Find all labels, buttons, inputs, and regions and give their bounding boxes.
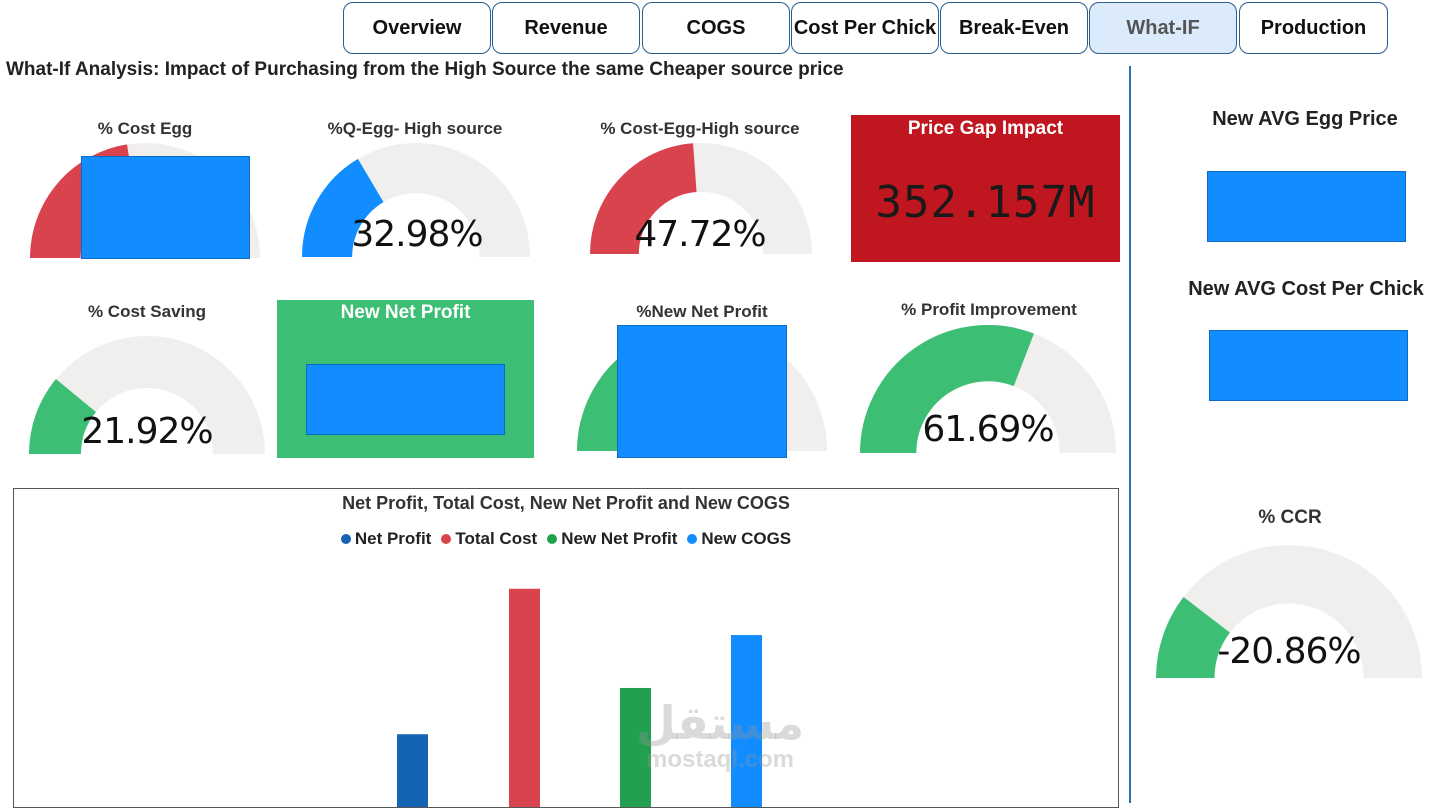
side-title-new-avg-cost-per-chick: New AVG Cost Per Chick xyxy=(1188,278,1424,300)
price-gap-title: Price Gap Impact xyxy=(907,118,1064,139)
price-gap-card: Price Gap Impact 352.157M xyxy=(851,115,1120,262)
legend-dot-total-cost xyxy=(441,534,452,544)
legend-label-new-net-profit: New Net Profit xyxy=(561,529,678,548)
legend-dot-net-profit xyxy=(340,534,351,544)
side-title-new-avg-egg-price: New AVG Egg Price xyxy=(1212,108,1398,130)
gauge-title-cost-saving: % Cost Saving xyxy=(87,302,207,321)
gauge-q-egg-high xyxy=(302,143,530,257)
bar-new-net-profit xyxy=(620,687,651,807)
gauge-title-profit-improvement: % Profit Improvement xyxy=(901,300,1077,319)
legend-label-total-cost: Total Cost xyxy=(455,529,538,548)
tab-cogs[interactable]: COGS xyxy=(642,2,790,54)
legend-dot-new-cogs xyxy=(687,534,698,544)
gauge-title-ccr: % CCR xyxy=(1258,507,1322,528)
watermark-arabic: مستقل xyxy=(635,697,805,749)
tab-revenue[interactable]: Revenue xyxy=(492,2,640,54)
vertical-divider xyxy=(1129,66,1131,803)
gauge-value-cost-saving: 21.92% xyxy=(81,411,213,452)
blue-placeholder-new-net-profit xyxy=(306,364,505,435)
combo-chart: Net Profit, Total Cost, New Net Profit a… xyxy=(13,488,1119,808)
gauge-fill xyxy=(590,143,698,254)
bar-net-profit xyxy=(397,734,428,807)
chart-plot xyxy=(397,588,762,807)
legend-item-new-net-profit: New Net Profit xyxy=(547,529,677,549)
gauge-value-ccr: -20.86% xyxy=(1217,631,1361,672)
legend-dot-new-net-profit xyxy=(547,534,558,544)
gauge-fill xyxy=(302,158,385,257)
gauge-cost-saving xyxy=(29,336,265,454)
tab-cost-per-chick[interactable]: Cost Per Chick xyxy=(791,2,939,54)
price-gap-value: 352.157M xyxy=(875,177,1096,228)
watermark-url: mostaql.com xyxy=(645,746,795,773)
gauge-title-cost-egg-high: % Cost-Egg-High source xyxy=(600,119,800,138)
gauge-value-q-egg-high: 32.98% xyxy=(351,214,483,255)
gauge-value-profit-improvement: 61.69% xyxy=(922,409,1054,450)
chart-title: Net Profit, Total Cost, New Net Profit a… xyxy=(342,493,790,513)
blue-placeholder-cost-egg xyxy=(81,156,250,259)
legend-item-total-cost: Total Cost xyxy=(441,529,537,549)
gauge-fill xyxy=(1156,596,1231,678)
gauge-fill xyxy=(860,325,1034,453)
tab-break-even[interactable]: Break-Even xyxy=(940,2,1088,54)
gauge-value-cost-egg-high: 47.72% xyxy=(634,214,766,255)
blue-placeholder-new-avg-egg-price xyxy=(1207,171,1406,242)
gauge-profit-improvement xyxy=(860,325,1116,453)
gauge-cost-egg-high xyxy=(590,143,812,254)
legend-label-new-cogs: New COGS xyxy=(701,529,792,548)
tab-overview[interactable]: Overview xyxy=(343,2,491,54)
gauge-ccr xyxy=(1156,545,1422,678)
gauge-fill xyxy=(29,379,97,454)
blue-placeholder-new-net-profit-pct xyxy=(617,325,787,458)
legend-item-new-cogs: New COGS xyxy=(687,529,791,549)
gauge-title-new-net-profit-pct: %New Net Profit xyxy=(636,302,768,321)
tab-production[interactable]: Production xyxy=(1239,2,1388,54)
new-net-profit-title: New Net Profit xyxy=(340,302,471,323)
legend-item-net-profit: Net Profit xyxy=(340,529,432,549)
page-title: What-If Analysis: Impact of Purchasing f… xyxy=(6,59,844,80)
tab-what-if[interactable]: What-IF xyxy=(1089,2,1237,54)
bar-new-cogs xyxy=(731,635,762,807)
gauge-title-cost-egg: % Cost Egg xyxy=(97,119,193,138)
bar-total-cost xyxy=(509,588,540,807)
chart-legend: Net Profit Total Cost New Net Profit New… xyxy=(14,529,1118,549)
watermark: مستقل mostaql.com xyxy=(630,700,810,774)
gauge-title-q-egg-high: %Q-Egg- High source xyxy=(327,119,503,138)
legend-label-net-profit: Net Profit xyxy=(354,529,432,548)
blue-placeholder-new-avg-cost-per-chick xyxy=(1209,330,1408,401)
